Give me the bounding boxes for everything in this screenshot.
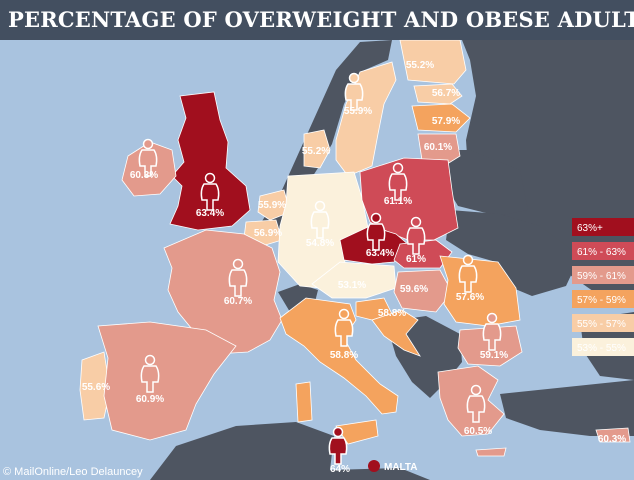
country-value-label: 55.6% <box>82 382 110 393</box>
country-value-label: 60.7% <box>224 296 252 307</box>
country-finland <box>399 39 467 85</box>
malta-label: MALTA <box>384 462 418 473</box>
country-value-label: 55.2% <box>406 60 434 71</box>
country-italy-sardinia <box>295 381 313 423</box>
country-portugal <box>79 351 111 421</box>
person-figure-icon <box>388 162 408 201</box>
person-figure-icon <box>138 138 158 177</box>
belarus-land <box>446 150 528 216</box>
person-figure-icon <box>140 354 160 393</box>
country-lithuania <box>417 133 461 167</box>
person-figure-icon <box>334 308 354 347</box>
legend: 63%+ 61% - 63% 59% - 61% 57% - 59% 55% - 57%… <box>572 218 634 356</box>
legend-label: 63%+ <box>577 223 603 234</box>
country-france <box>163 229 283 355</box>
person-figure-icon <box>366 212 386 251</box>
country-value-label: 63.4% <box>196 208 224 219</box>
country-hungary <box>393 269 453 313</box>
country-value-label: 55.9% <box>344 106 372 117</box>
country-slovakia <box>393 239 453 269</box>
country-value-label: 60.1% <box>424 142 452 153</box>
turkey-land <box>500 380 634 436</box>
legend-label: 57% - 59% <box>577 295 626 306</box>
country-latvia <box>411 103 471 133</box>
country-value-label: 60.9% <box>136 394 164 405</box>
country-spain <box>97 321 237 441</box>
person-figure-icon <box>310 200 330 239</box>
country-value-label: 58.8% <box>330 350 358 361</box>
country-value-label: 59.6% <box>400 284 428 295</box>
country-value-label: 60.3% <box>130 170 158 181</box>
value-label-layer: 63.4% 60.3% 55.9% 55.2% 56.7% 57.9% 60.1% 55.2%… <box>82 60 626 475</box>
page-title: PERCENTAGE OF OVERWEIGHT AND OBESE ADULT… <box>8 7 634 32</box>
country-value-label: 56.7% <box>432 88 460 99</box>
country-value-label: 56.9% <box>254 228 282 239</box>
person-figure-icon <box>344 72 364 111</box>
person-figure-icon <box>482 312 502 351</box>
person-figure-icon <box>466 384 486 423</box>
country-value-label: 61.1% <box>384 196 412 207</box>
country-value-label: 60.5% <box>464 426 492 437</box>
title-bar: PERCENTAGE OF OVERWEIGHT AND OBESE ADULT… <box>0 0 634 40</box>
country-value-label: 55.2% <box>302 146 330 157</box>
country-value-label: 63.4% <box>366 248 394 259</box>
country-value-label: 57.6% <box>456 292 484 303</box>
person-figure-icon <box>458 254 478 293</box>
credit-text: © MailOnline/Leo Delauncey <box>3 466 143 478</box>
country-uk <box>169 91 251 231</box>
country-value-label: 60.3% <box>598 434 626 445</box>
country-denmark <box>303 129 331 169</box>
legend-swatch <box>572 218 634 236</box>
country-italy <box>279 297 399 415</box>
legend-swatch <box>572 290 634 308</box>
ukraine-land <box>446 210 580 296</box>
person-figure-icon <box>328 426 348 465</box>
malta-inset-dot <box>368 460 380 472</box>
country-value-label: 54.8% <box>306 238 334 249</box>
legend-swatch <box>572 266 634 284</box>
country-value-label: 57.9% <box>432 116 460 127</box>
country-value-label: 59.1% <box>480 350 508 361</box>
legend-label: 55% - 57% <box>577 319 626 330</box>
legend-label: 53% - 55% <box>577 343 626 354</box>
country-value-label: 58.8% <box>378 308 406 319</box>
legend-label: 59% - 61% <box>577 271 626 282</box>
country-value-label: 64% <box>330 464 350 475</box>
country-estonia <box>413 83 463 105</box>
africa-land <box>150 422 430 480</box>
legend-swatch <box>572 242 634 260</box>
person-figure-icon <box>406 216 426 255</box>
country-netherlands <box>257 189 291 221</box>
person-figure-icon <box>228 258 248 297</box>
legend-swatch <box>572 338 634 356</box>
country-croatia <box>371 309 421 357</box>
country-value-label: 53.1% <box>338 280 366 291</box>
person-figure-icon <box>200 172 220 211</box>
legend-swatch <box>572 314 634 332</box>
country-value-label: 61% <box>406 254 426 265</box>
figure-layer <box>138 72 502 465</box>
country-cyprus <box>595 427 631 443</box>
legend-label: 61% - 63% <box>577 247 626 258</box>
country-greece-crete <box>475 447 507 457</box>
country-value-label: 55.9% <box>258 200 286 211</box>
